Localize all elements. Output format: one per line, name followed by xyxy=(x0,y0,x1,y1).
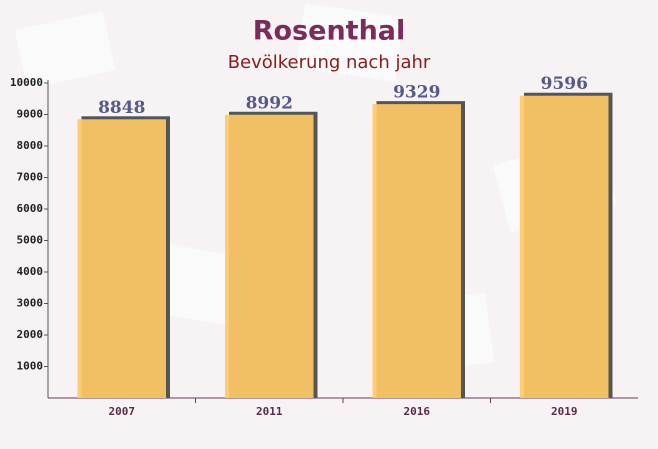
y-tick-label: 10000 xyxy=(10,76,43,89)
y-tick-label: 1000 xyxy=(17,360,44,373)
x-tick-label: 2007 xyxy=(109,405,136,418)
y-tick-label: 6000 xyxy=(17,202,44,215)
x-tick-label: 2019 xyxy=(551,405,578,418)
bar xyxy=(372,104,461,398)
value-label: 8848 xyxy=(98,98,145,118)
bar xyxy=(520,95,609,398)
x-tick-label: 2016 xyxy=(404,405,431,418)
y-tick-label: 3000 xyxy=(17,297,44,310)
y-tick-label: 8000 xyxy=(17,139,44,152)
y-tick-label: 7000 xyxy=(17,171,44,184)
bar xyxy=(225,114,314,398)
chart-subtitle: Bevölkerung nach jahr xyxy=(228,52,431,73)
x-tick-label: 2011 xyxy=(256,405,283,418)
bar xyxy=(77,119,166,399)
value-label: 8992 xyxy=(246,93,293,113)
value-label: 9596 xyxy=(541,74,588,94)
chart-title: Rosenthal xyxy=(253,16,406,47)
y-tick-label: 4000 xyxy=(17,265,44,278)
y-tick-label: 9000 xyxy=(17,108,44,121)
y-tick-label: 5000 xyxy=(17,234,44,247)
y-tick-label: 2000 xyxy=(17,328,44,341)
value-label: 9329 xyxy=(393,83,440,103)
